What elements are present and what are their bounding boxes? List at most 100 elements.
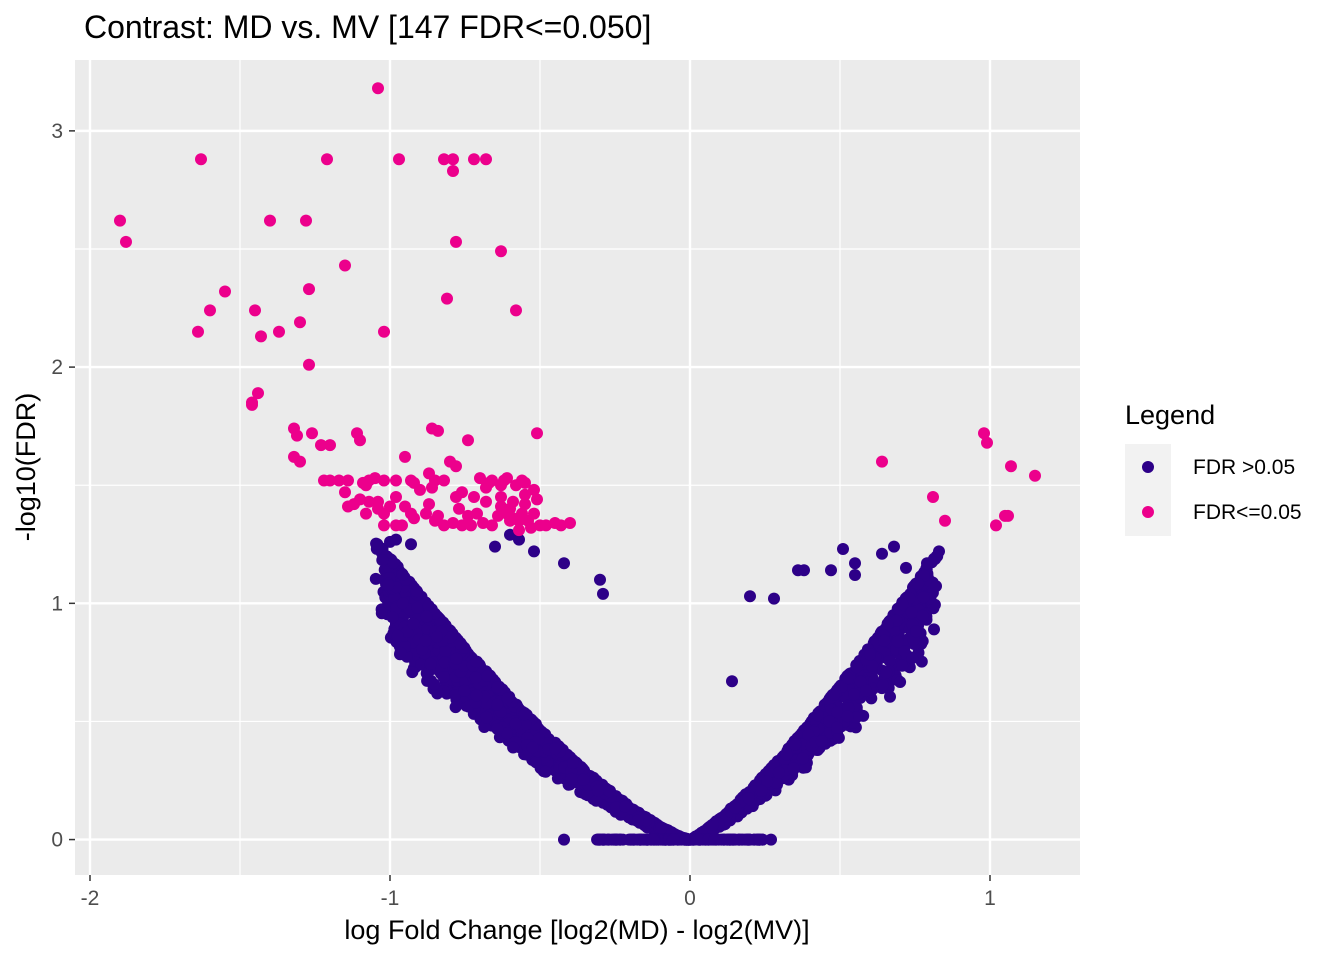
point-fdr-le-0-05 (564, 517, 576, 529)
point-fdr-gt-0-05 (567, 757, 579, 770)
point-fdr-le-0-05 (390, 474, 402, 487)
point-fdr-gt-0-05 (729, 801, 742, 814)
point-fdr-gt-0-05 (917, 591, 930, 604)
point-fdr-le-0-05 (357, 476, 369, 489)
point-fdr-le-0-05 (510, 479, 522, 492)
point-fdr-le-0-05 (498, 474, 510, 487)
point-fdr-le-0-05 (447, 153, 459, 166)
point-fdr-gt-0-05 (491, 723, 504, 735)
point-fdr-le-0-05 (324, 439, 336, 452)
point-fdr-le-0-05 (990, 519, 1002, 532)
point-fdr-le-0-05 (333, 474, 345, 487)
point-fdr-gt-0-05 (590, 794, 603, 807)
point-fdr-le-0-05 (927, 491, 939, 503)
point-fdr-gt-0-05 (594, 573, 606, 586)
point-fdr-le-0-05 (480, 153, 492, 166)
point-fdr-gt-0-05 (921, 557, 933, 570)
major-grid (75, 60, 1080, 875)
legend-key-1-dot (1142, 506, 1154, 518)
point-fdr-gt-0-05 (491, 698, 504, 711)
point-fdr-le-0-05 (354, 493, 366, 506)
point-fdr-le-0-05 (303, 283, 315, 296)
plot-panel (75, 60, 1080, 875)
point-fdr-le-0-05 (408, 476, 420, 489)
point-fdr-gt-0-05 (667, 833, 680, 846)
point-fdr-gt-0-05 (469, 671, 482, 684)
point-fdr-gt-0-05 (744, 590, 756, 603)
point-fdr-le-0-05 (981, 436, 993, 449)
significant-points (114, 82, 1041, 537)
point-fdr-le-0-05 (465, 519, 477, 532)
point-fdr-gt-0-05 (811, 709, 824, 722)
point-fdr-le-0-05 (939, 514, 951, 527)
point-fdr-le-0-05 (120, 235, 132, 248)
point-fdr-gt-0-05 (481, 669, 494, 682)
point-fdr-le-0-05 (339, 259, 351, 272)
point-fdr-le-0-05 (453, 502, 465, 515)
point-fdr-gt-0-05 (707, 818, 719, 831)
point-fdr-gt-0-05 (396, 597, 409, 610)
point-fdr-gt-0-05 (558, 557, 570, 570)
point-fdr-gt-0-05 (772, 766, 785, 779)
point-fdr-le-0-05 (507, 512, 519, 525)
point-fdr-gt-0-05 (883, 655, 896, 667)
point-fdr-gt-0-05 (609, 833, 622, 846)
point-fdr-gt-0-05 (382, 579, 395, 591)
point-fdr-gt-0-05 (896, 659, 909, 672)
legend-title: Legend (1125, 400, 1215, 430)
point-fdr-le-0-05 (978, 427, 990, 440)
point-fdr-le-0-05 (432, 424, 444, 437)
point-fdr-le-0-05 (450, 235, 462, 248)
point-fdr-gt-0-05 (500, 727, 513, 740)
point-fdr-le-0-05 (438, 519, 450, 532)
point-fdr-le-0-05 (255, 330, 267, 343)
y-tick-label: 2 (51, 356, 63, 379)
point-fdr-gt-0-05 (593, 833, 605, 846)
point-fdr-le-0-05 (876, 455, 888, 468)
point-fdr-le-0-05 (447, 165, 459, 177)
point-fdr-gt-0-05 (631, 814, 644, 827)
point-fdr-gt-0-05 (424, 657, 437, 670)
point-fdr-le-0-05 (468, 491, 480, 503)
point-fdr-gt-0-05 (896, 598, 909, 611)
point-fdr-le-0-05 (192, 325, 204, 338)
point-fdr-gt-0-05 (565, 772, 578, 785)
point-fdr-gt-0-05 (850, 711, 863, 724)
point-fdr-le-0-05 (378, 519, 390, 532)
point-fdr-le-0-05 (528, 483, 540, 496)
point-fdr-gt-0-05 (726, 833, 739, 846)
point-fdr-gt-0-05 (549, 742, 562, 755)
point-fdr-gt-0-05 (419, 634, 432, 647)
point-fdr-le-0-05 (450, 491, 462, 503)
point-fdr-le-0-05 (300, 214, 312, 227)
point-fdr-le-0-05 (1005, 460, 1017, 473)
point-fdr-gt-0-05 (519, 718, 532, 731)
point-fdr-gt-0-05 (532, 732, 545, 745)
point-fdr-le-0-05 (462, 434, 474, 447)
point-fdr-gt-0-05 (933, 545, 945, 558)
point-fdr-gt-0-05 (770, 776, 783, 789)
point-fdr-le-0-05 (483, 476, 495, 489)
point-fdr-gt-0-05 (849, 569, 861, 581)
point-fdr-gt-0-05 (491, 681, 504, 694)
point-fdr-gt-0-05 (860, 684, 873, 697)
point-fdr-le-0-05 (408, 512, 420, 525)
point-fdr-gt-0-05 (798, 564, 810, 577)
point-fdr-gt-0-05 (410, 585, 423, 598)
point-fdr-le-0-05 (477, 517, 489, 529)
point-fdr-gt-0-05 (708, 833, 721, 846)
point-fdr-gt-0-05 (406, 666, 419, 679)
point-fdr-le-0-05 (294, 316, 306, 329)
point-fdr-gt-0-05 (742, 792, 755, 804)
point-fdr-le-0-05 (339, 486, 351, 499)
chart-title: Contrast: MD vs. MV [147 FDR<=0.050] (84, 9, 651, 45)
point-fdr-gt-0-05 (849, 557, 861, 570)
point-fdr-gt-0-05 (848, 688, 860, 701)
point-fdr-le-0-05 (264, 214, 276, 227)
point-fdr-gt-0-05 (478, 721, 491, 733)
point-fdr-gt-0-05 (647, 833, 660, 846)
nonsignificant-points (369, 528, 945, 846)
point-fdr-le-0-05 (378, 325, 390, 338)
point-fdr-gt-0-05 (396, 568, 409, 581)
